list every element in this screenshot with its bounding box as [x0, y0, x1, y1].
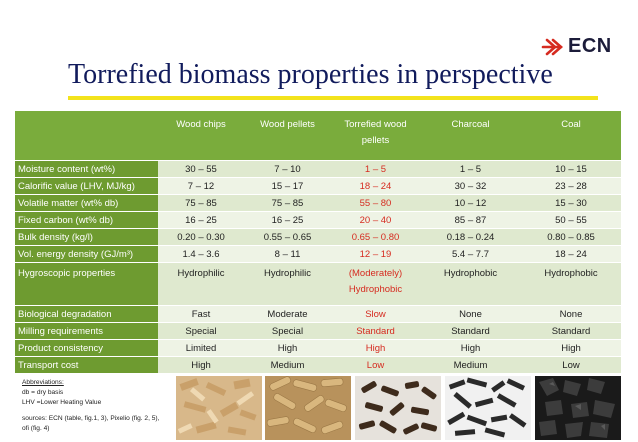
table-cell: 10 – 15 — [521, 160, 621, 178]
table-cell: 18 – 24 — [521, 245, 621, 263]
table-cell: 0.80 – 0.85 — [521, 228, 621, 246]
table-cell: (Moderately) Hydrophobic — [331, 262, 420, 306]
table-row: Fixed carbon (wt% db) 16 – 25 16 – 25 20… — [15, 211, 621, 229]
table-cell: 75 – 85 — [244, 194, 331, 212]
table-cell: Special — [244, 322, 331, 340]
title-underline — [68, 96, 598, 100]
table-cell: 18 – 24 — [331, 177, 420, 195]
coal-photo — [535, 376, 621, 440]
table-cell: Slow — [331, 305, 420, 323]
table-cell: Hydrophobic — [420, 262, 521, 306]
table-cell: 55 – 80 — [331, 194, 420, 212]
row-label: Hygroscopic properties — [15, 262, 158, 306]
page-title: Torrefied biomass properties in perspect… — [68, 59, 553, 90]
row-label: Volatile matter (wt% db) — [15, 194, 158, 212]
table-cell: Medium — [420, 356, 521, 374]
table-cell: Hydrophilic — [244, 262, 331, 306]
table-cell: 12 – 19 — [331, 245, 420, 263]
table-cell: 1 – 5 — [331, 160, 420, 178]
properties-table: Wood chips Wood pellets Torrefied wood p… — [15, 111, 621, 374]
table-cell: Special — [158, 322, 244, 340]
table-cell: Medium — [244, 356, 331, 374]
row-label: Transport cost — [15, 356, 158, 374]
table-cell: 0.55 – 0.65 — [244, 228, 331, 246]
table-cell: 23 – 28 — [521, 177, 621, 195]
row-label: Milling requirements — [15, 322, 158, 340]
sources-note: sources: ECN (table, fig.1, 3), Pixelio … — [22, 415, 160, 432]
table-cell: High — [331, 339, 420, 357]
charcoal-photo — [445, 376, 531, 440]
table-row: Product consistency Limited High High Hi… — [15, 339, 621, 357]
column-header: Torrefied wood pellets — [331, 111, 420, 161]
table-cell: High — [521, 339, 621, 357]
row-label: Product consistency — [15, 339, 158, 357]
table-cell: 7 – 12 — [158, 177, 244, 195]
table-cell: 50 – 55 — [521, 211, 621, 229]
table-cell: None — [521, 305, 621, 323]
table-cell: Fast — [158, 305, 244, 323]
table-row: Hygroscopic properties Hydrophilic Hydro… — [15, 262, 621, 306]
table-cell: Limited — [158, 339, 244, 357]
table-cell: 5.4 – 7.7 — [420, 245, 521, 263]
table-cell: 8 – 11 — [244, 245, 331, 263]
table-cell: Standard — [420, 322, 521, 340]
table-row: Transport cost High Medium Low Medium Lo… — [15, 356, 621, 374]
table-row: Moisture content (wt%) 30 – 55 7 – 10 1 … — [15, 160, 621, 178]
abbreviation-db: db = dry basis — [22, 389, 64, 396]
table-cell: High — [158, 356, 244, 374]
column-header: Charcoal — [420, 111, 521, 161]
row-label: Biological degradation — [15, 305, 158, 323]
table-cell: Low — [521, 356, 621, 374]
table-cell: 0.18 – 0.24 — [420, 228, 521, 246]
table-cell: 15 – 17 — [244, 177, 331, 195]
table-cell: 16 – 25 — [244, 211, 331, 229]
abbreviations-note: Abbreviations: db = dry basis LHV =Lower… — [22, 378, 162, 434]
table-cell: 30 – 55 — [158, 160, 244, 178]
ecn-logo-icon — [541, 38, 563, 56]
row-label: Fixed carbon (wt% db) — [15, 211, 158, 229]
wood-chips-photo — [176, 376, 262, 440]
table-cell: Low — [331, 356, 420, 374]
wood-pellets-photo — [265, 376, 351, 440]
column-header: Coal — [521, 111, 621, 161]
table-cell: Hydrophilic — [158, 262, 244, 306]
table-cell: 15 – 30 — [521, 194, 621, 212]
table-cell: 85 – 87 — [420, 211, 521, 229]
row-label: Bulk density (kg/l) — [15, 228, 158, 246]
abbreviations-heading: Abbreviations: — [22, 379, 64, 386]
table-cell: High — [244, 339, 331, 357]
column-header: Wood pellets — [244, 111, 331, 161]
table-header-row: Wood chips Wood pellets Torrefied wood p… — [15, 111, 621, 161]
table-cell: 0.65 – 0.80 — [331, 228, 420, 246]
table-row: Biological degradation Fast Moderate Slo… — [15, 305, 621, 323]
table-row: Vol. energy density (GJ/m³) 1.4 – 3.6 8 … — [15, 245, 621, 263]
table-row: Milling requirements Special Special Sta… — [15, 322, 621, 340]
header-corner — [15, 111, 158, 161]
table-cell: 0.20 – 0.30 — [158, 228, 244, 246]
table-cell: 75 – 85 — [158, 194, 244, 212]
abbreviation-lhv: LHV =Lower Heating Value — [22, 399, 102, 406]
table-cell: High — [420, 339, 521, 357]
table-cell: 10 – 12 — [420, 194, 521, 212]
row-label: Calorific value (LHV, MJ/kg) — [15, 177, 158, 195]
table-cell: Standard — [521, 322, 621, 340]
table-cell: 16 – 25 — [158, 211, 244, 229]
torrefied-pellets-photo — [355, 376, 441, 440]
table-cell: Standard — [331, 322, 420, 340]
table-cell: 1 – 5 — [420, 160, 521, 178]
table-row: Volatile matter (wt% db) 75 – 85 75 – 85… — [15, 194, 621, 212]
column-header: Wood chips — [158, 111, 244, 161]
row-label: Moisture content (wt%) — [15, 160, 158, 178]
table-cell: Hydrophobic — [521, 262, 621, 306]
table-cell: Moderate — [244, 305, 331, 323]
row-label: Vol. energy density (GJ/m³) — [15, 245, 158, 263]
table-cell: 30 – 32 — [420, 177, 521, 195]
table-cell: 7 – 10 — [244, 160, 331, 178]
table-cell: None — [420, 305, 521, 323]
table-cell: 1.4 – 3.6 — [158, 245, 244, 263]
brand-name: ECN — [568, 35, 612, 57]
table-cell: 20 – 40 — [331, 211, 420, 229]
table-row: Bulk density (kg/l) 0.20 – 0.30 0.55 – 0… — [15, 228, 621, 246]
table-row: Calorific value (LHV, MJ/kg) 7 – 12 15 –… — [15, 177, 621, 195]
